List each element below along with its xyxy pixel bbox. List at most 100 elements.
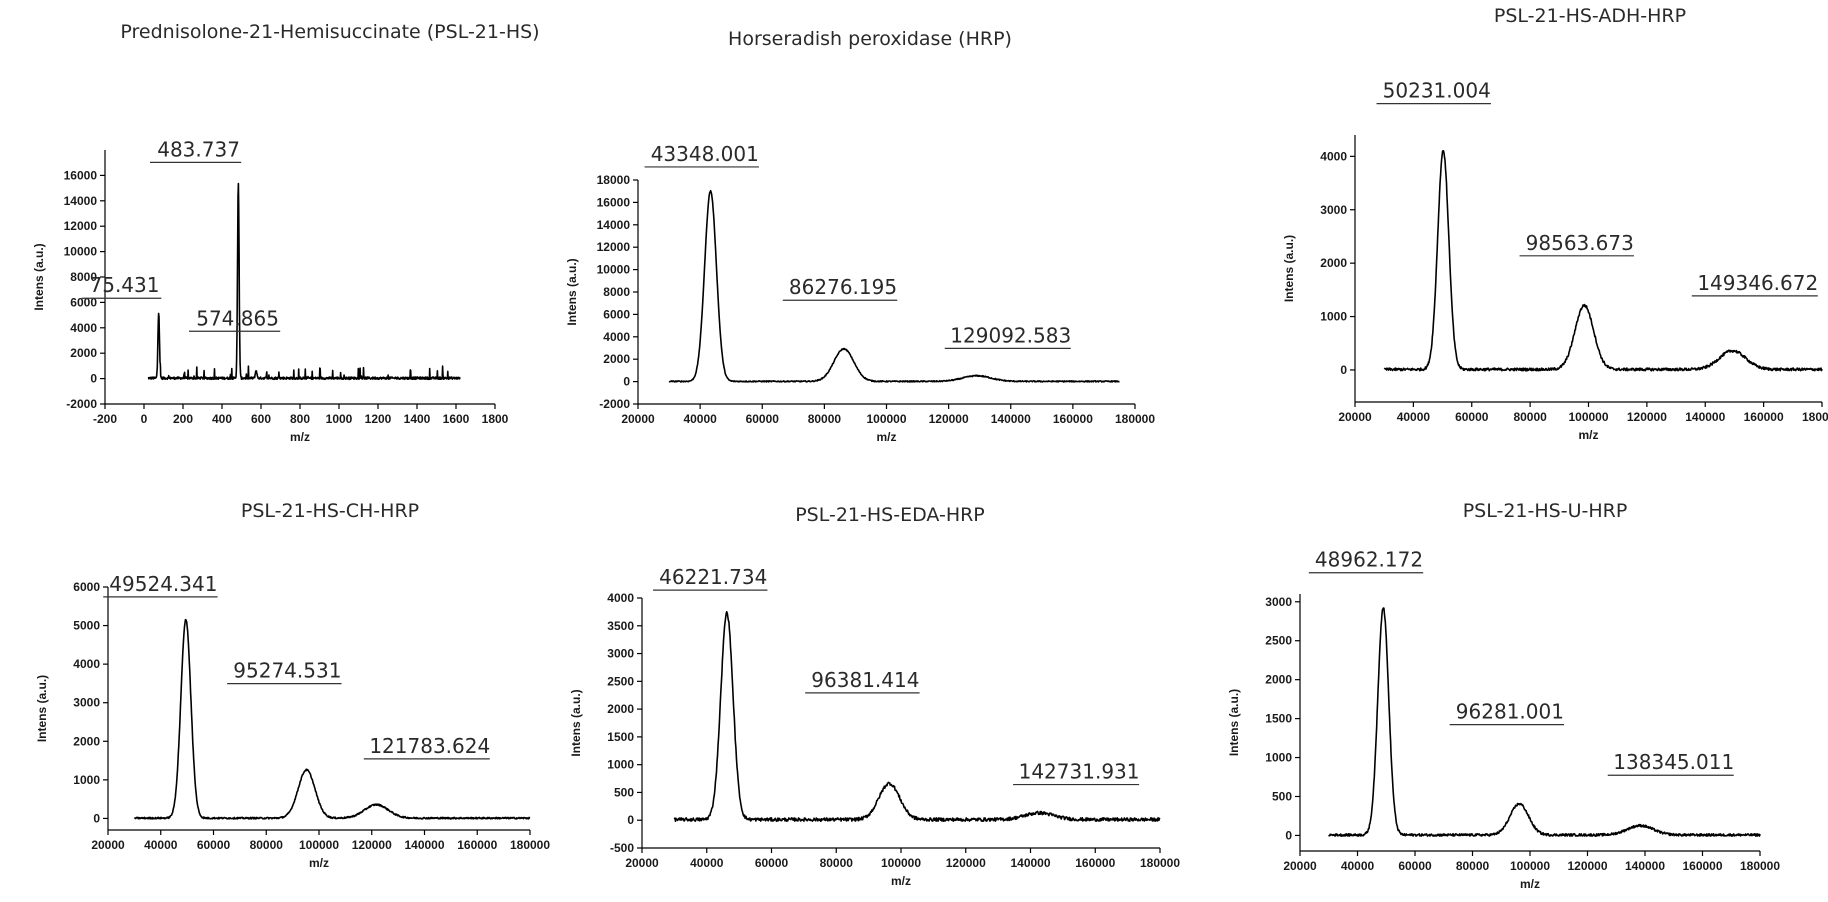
peak-label: 48962.172: [1315, 548, 1423, 572]
x-axis-label: m/z: [891, 874, 911, 888]
x-axis-label: m/z: [876, 430, 896, 444]
x-tick-label: 80000: [250, 838, 284, 852]
peak-label: 75.431: [90, 273, 160, 297]
y-tick-label: 8000: [70, 270, 97, 284]
y-tick-label: 4000: [1320, 149, 1347, 163]
x-tick-label: 60000: [746, 412, 780, 426]
y-tick-label: 1000: [1265, 751, 1292, 765]
x-tick-label: 100000: [1568, 410, 1608, 424]
x-tick-label: 80000: [808, 412, 842, 426]
peak-label: 95274.531: [233, 659, 341, 683]
spectrum-trace: [668, 189, 1120, 383]
y-tick-label: 3000: [1320, 203, 1347, 217]
x-tick-label: 40000: [683, 412, 717, 426]
y-tick-label: 18000: [597, 173, 631, 187]
x-tick-label: 140000: [1625, 859, 1665, 873]
x-tick-label: 160000: [457, 838, 497, 852]
x-tick-label: 80000: [1456, 859, 1490, 873]
peak-label: 50231.004: [1383, 79, 1491, 103]
spectrum-panel-5: PSL-21-HS-EDA-HRP -500 0 500 1000 1500 2000 250…: [569, 504, 1180, 888]
x-tick-label: 80000: [820, 856, 854, 870]
x-tick-label: 40000: [1341, 859, 1375, 873]
x-tick-label: 1200: [365, 412, 392, 426]
x-tick-label: 1800: [482, 412, 509, 426]
y-axis-label: Intens (a.u.): [32, 243, 46, 310]
y-tick-label: 4000: [70, 321, 97, 335]
x-tick-label: 160000: [1744, 410, 1784, 424]
x-tick-label: 40000: [690, 856, 724, 870]
x-tick-label: 800: [290, 412, 310, 426]
y-tick-label: 3000: [73, 696, 100, 710]
y-tick-label: 2000: [1320, 256, 1347, 270]
y-tick-label: 5000: [73, 619, 100, 633]
peak-label: 43348.001: [651, 142, 759, 166]
spectrum-trace: [673, 611, 1161, 822]
x-tick-label: 100000: [1510, 859, 1550, 873]
panel-title: Horseradish peroxidase (HRP): [728, 28, 1012, 50]
y-axis-label: Intens (a.u.): [35, 675, 49, 742]
peak-label: 483.737: [157, 137, 240, 161]
x-tick-label: 180000: [1140, 856, 1180, 870]
x-tick-label: 140000: [991, 412, 1031, 426]
x-tick-label: 400: [212, 412, 232, 426]
y-tick-label: 12000: [597, 240, 631, 254]
y-tick-label: 0: [623, 375, 630, 389]
y-tick-label: 500: [1272, 789, 1292, 803]
x-axis-label: m/z: [290, 430, 310, 444]
x-tick-label: 120000: [352, 838, 392, 852]
y-tick-label: 16000: [597, 195, 631, 209]
x-tick-label: 1400: [404, 412, 431, 426]
y-tick-label: 1000: [73, 773, 100, 787]
x-axis-label: m/z: [309, 856, 329, 870]
x-tick-label: 60000: [755, 856, 789, 870]
x-tick-label: 20000: [621, 412, 655, 426]
x-tick-label: 140000: [404, 838, 444, 852]
x-tick-label: 1600: [443, 412, 470, 426]
x-tick-label: 140000: [1010, 856, 1050, 870]
spectrum-panel-4: PSL-21-HS-CH-HRP 0 1000 2000 3000 4000 5000 600…: [35, 500, 550, 870]
y-tick-label: 4000: [73, 657, 100, 671]
y-tick-label: -2000: [599, 397, 630, 411]
panel-title: PSL-21-HS-EDA-HRP: [795, 504, 985, 526]
y-tick-label: 500: [614, 785, 634, 799]
y-tick-label: 16000: [64, 168, 98, 182]
y-tick-label: 8000: [603, 285, 630, 299]
x-tick-label: 140000: [1685, 410, 1725, 424]
y-tick-label: -2000: [66, 397, 97, 411]
x-tick-label: 1000: [326, 412, 353, 426]
y-tick-label: 3000: [1265, 595, 1292, 609]
spectrum-panel-6: PSL-21-HS-U-HRP 0 500 1000 1500 2000 2500 3000 2…: [1227, 500, 1780, 891]
y-tick-label: 2000: [603, 352, 630, 366]
x-tick-label: 40000: [144, 838, 178, 852]
peak-label: 98563.673: [1526, 231, 1634, 255]
x-tick-label: 80000: [1513, 410, 1547, 424]
y-tick-label: 6000: [603, 307, 630, 321]
x-tick-label: 100000: [866, 412, 906, 426]
y-axis-label: Intens (a.u.): [1282, 235, 1296, 302]
y-tick-label: 2000: [73, 734, 100, 748]
x-tick-label: 160000: [1053, 412, 1093, 426]
y-tick-label: 14000: [597, 218, 631, 232]
y-tick-label: 10000: [64, 245, 98, 259]
peak-label: 138345.011: [1613, 750, 1734, 774]
x-tick-label: 40000: [1397, 410, 1431, 424]
x-tick-label: 0: [141, 412, 148, 426]
x-tick-label: 180000: [1740, 859, 1780, 873]
peak-label: 574.865: [196, 306, 279, 330]
y-tick-label: 0: [1285, 828, 1292, 842]
x-axis-label: m/z: [1520, 877, 1540, 891]
x-tick-label: 160000: [1682, 859, 1722, 873]
x-tick-label: 200: [173, 412, 193, 426]
spectrum-trace: [147, 182, 461, 381]
y-axis-label: Intens (a.u.): [569, 689, 583, 756]
x-tick-label: 20000: [1283, 859, 1317, 873]
x-tick-label: 180000: [510, 838, 550, 852]
x-tick-label: 120000: [1627, 410, 1667, 424]
peak-label: 129092.583: [950, 323, 1071, 347]
y-tick-label: 1500: [1265, 712, 1292, 726]
spectrum-panel-3: PSL-21-HS-ADH-HRP 0 1000 2000 3000 4000 20000 4…: [1282, 5, 1828, 442]
x-tick-label: 120000: [929, 412, 969, 426]
y-tick-label: 6000: [70, 295, 97, 309]
y-tick-label: 4000: [607, 591, 634, 605]
